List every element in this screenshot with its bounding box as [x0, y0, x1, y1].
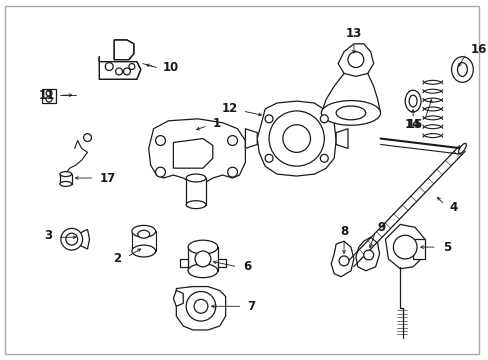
Ellipse shape: [186, 201, 205, 208]
Ellipse shape: [132, 245, 155, 257]
Ellipse shape: [83, 134, 91, 141]
Ellipse shape: [155, 136, 165, 145]
Ellipse shape: [338, 256, 348, 266]
Ellipse shape: [129, 64, 135, 69]
Ellipse shape: [335, 106, 365, 120]
Ellipse shape: [458, 143, 466, 153]
Ellipse shape: [188, 264, 217, 278]
Ellipse shape: [347, 52, 363, 68]
Text: 11: 11: [39, 89, 55, 102]
Ellipse shape: [408, 95, 416, 107]
Ellipse shape: [46, 96, 52, 102]
Ellipse shape: [264, 115, 272, 123]
Text: 4: 4: [448, 201, 457, 214]
Ellipse shape: [188, 240, 217, 254]
Polygon shape: [99, 57, 141, 79]
Polygon shape: [173, 139, 212, 168]
Text: 5: 5: [442, 240, 450, 253]
Polygon shape: [60, 174, 72, 184]
Polygon shape: [176, 287, 225, 330]
Ellipse shape: [321, 100, 380, 125]
Ellipse shape: [268, 111, 324, 166]
Polygon shape: [337, 44, 373, 76]
Ellipse shape: [320, 154, 327, 162]
Text: 10: 10: [162, 61, 179, 74]
Text: 17: 17: [99, 171, 115, 185]
Text: 3: 3: [44, 229, 52, 242]
Ellipse shape: [61, 228, 82, 250]
Polygon shape: [180, 259, 188, 267]
Ellipse shape: [227, 167, 237, 177]
Ellipse shape: [405, 90, 420, 112]
Polygon shape: [355, 237, 379, 271]
Polygon shape: [257, 101, 335, 176]
Ellipse shape: [105, 63, 113, 71]
Ellipse shape: [186, 174, 205, 182]
Polygon shape: [217, 259, 225, 267]
Ellipse shape: [60, 181, 72, 186]
Text: 12: 12: [221, 103, 237, 116]
Text: 1: 1: [212, 117, 221, 130]
Ellipse shape: [132, 225, 155, 237]
Polygon shape: [80, 229, 89, 249]
Text: 15: 15: [406, 118, 422, 131]
Ellipse shape: [186, 292, 215, 321]
Ellipse shape: [123, 68, 130, 75]
Ellipse shape: [46, 90, 52, 96]
Text: 16: 16: [469, 43, 486, 56]
Ellipse shape: [227, 136, 237, 145]
Ellipse shape: [320, 115, 327, 123]
Ellipse shape: [363, 250, 373, 260]
Ellipse shape: [457, 63, 467, 76]
Ellipse shape: [115, 68, 122, 75]
Text: 6: 6: [243, 260, 251, 273]
Text: 7: 7: [247, 300, 255, 313]
Ellipse shape: [138, 230, 149, 238]
Polygon shape: [186, 178, 205, 205]
Polygon shape: [188, 247, 217, 271]
Ellipse shape: [194, 300, 207, 313]
Polygon shape: [245, 129, 257, 148]
Text: 14: 14: [404, 118, 421, 131]
Polygon shape: [335, 129, 347, 148]
Polygon shape: [173, 291, 183, 306]
Ellipse shape: [60, 172, 72, 176]
Ellipse shape: [195, 251, 210, 267]
Text: 2: 2: [113, 252, 121, 265]
Text: 9: 9: [377, 221, 385, 234]
Ellipse shape: [155, 167, 165, 177]
Text: 8: 8: [339, 225, 347, 238]
Polygon shape: [42, 89, 56, 103]
Polygon shape: [148, 119, 245, 185]
Polygon shape: [412, 239, 424, 259]
Ellipse shape: [450, 57, 472, 82]
Ellipse shape: [392, 235, 416, 259]
Ellipse shape: [66, 233, 78, 245]
Polygon shape: [114, 40, 134, 60]
Ellipse shape: [282, 125, 310, 152]
Text: 13: 13: [345, 27, 361, 40]
Polygon shape: [330, 241, 353, 277]
Ellipse shape: [264, 154, 272, 162]
Polygon shape: [385, 224, 424, 269]
